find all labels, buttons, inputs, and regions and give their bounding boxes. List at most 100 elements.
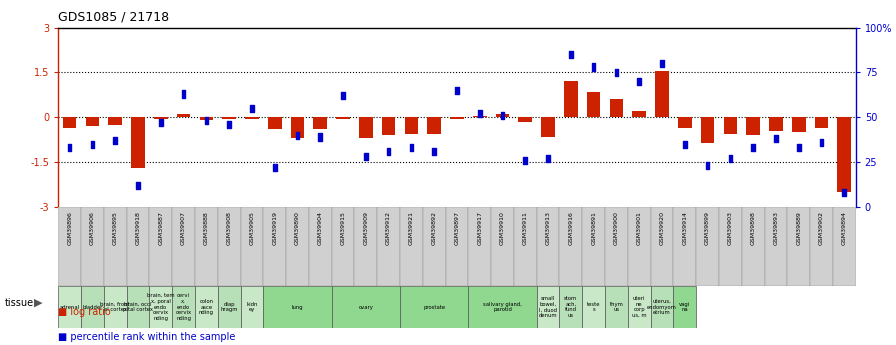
- Text: uteri
ne
corp
us, m: uteri ne corp us, m: [632, 296, 647, 318]
- Bar: [628, 207, 650, 286]
- Text: GSM39905: GSM39905: [249, 211, 254, 245]
- Text: GSM39899: GSM39899: [705, 211, 711, 245]
- Bar: [696, 207, 719, 286]
- Bar: [541, 117, 555, 137]
- Bar: [58, 207, 81, 286]
- Text: GSM39921: GSM39921: [409, 211, 414, 245]
- Text: GSM39892: GSM39892: [432, 211, 436, 245]
- Bar: [674, 207, 696, 286]
- Text: brain, tem
x, poral
endo
cervix
nding: brain, tem x, poral endo cervix nding: [147, 293, 175, 321]
- Text: GSM39901: GSM39901: [637, 211, 642, 245]
- Bar: [177, 114, 190, 117]
- Text: GSM39917: GSM39917: [478, 211, 482, 245]
- Text: GSM39915: GSM39915: [340, 211, 346, 245]
- Bar: [246, 117, 259, 119]
- Bar: [469, 207, 491, 286]
- Bar: [104, 286, 126, 328]
- Text: GSM39909: GSM39909: [363, 211, 368, 245]
- Text: GDS1085 / 21718: GDS1085 / 21718: [58, 10, 169, 23]
- Text: cervi
x,
endo
cervix
nding: cervi x, endo cervix nding: [176, 293, 192, 321]
- Bar: [810, 207, 833, 286]
- Bar: [81, 207, 104, 286]
- Text: GSM39919: GSM39919: [272, 211, 277, 245]
- Text: GSM39897: GSM39897: [454, 211, 460, 245]
- Text: GSM39910: GSM39910: [500, 211, 505, 245]
- Text: thym
us: thym us: [609, 302, 624, 313]
- Bar: [359, 117, 373, 138]
- Bar: [400, 286, 469, 328]
- Bar: [126, 207, 150, 286]
- Bar: [519, 117, 532, 122]
- Bar: [332, 207, 355, 286]
- Text: GSM39914: GSM39914: [682, 211, 687, 245]
- Bar: [150, 207, 172, 286]
- Bar: [537, 207, 559, 286]
- Text: tissue: tissue: [4, 298, 34, 308]
- Text: ▶: ▶: [34, 298, 42, 308]
- Text: GSM39908: GSM39908: [227, 211, 232, 245]
- Text: colon
asce
nding: colon asce nding: [199, 299, 214, 315]
- Text: brain, front
al cortex: brain, front al cortex: [100, 302, 130, 313]
- Bar: [172, 286, 195, 328]
- Text: GSM39918: GSM39918: [135, 211, 141, 245]
- Bar: [195, 207, 218, 286]
- Text: GSM39907: GSM39907: [181, 211, 186, 245]
- Text: kidn
ey: kidn ey: [246, 302, 257, 313]
- Text: prostate: prostate: [423, 305, 445, 309]
- Bar: [427, 117, 441, 134]
- Bar: [290, 117, 305, 138]
- Bar: [495, 114, 509, 117]
- Bar: [469, 286, 537, 328]
- Bar: [336, 117, 349, 119]
- Bar: [742, 207, 764, 286]
- Text: ■ log ratio: ■ log ratio: [58, 307, 111, 317]
- Text: diap
hragm: diap hragm: [220, 302, 237, 313]
- Text: GSM39902: GSM39902: [819, 211, 824, 245]
- Bar: [674, 286, 696, 328]
- Bar: [154, 117, 168, 119]
- Bar: [701, 117, 714, 143]
- Text: GSM39913: GSM39913: [546, 211, 551, 245]
- Text: vagi
na: vagi na: [679, 302, 691, 313]
- Bar: [655, 71, 668, 117]
- Text: GSM39920: GSM39920: [659, 211, 665, 245]
- Bar: [263, 207, 286, 286]
- Bar: [514, 207, 537, 286]
- Text: lung: lung: [292, 305, 303, 309]
- Bar: [788, 207, 810, 286]
- Bar: [240, 207, 263, 286]
- Bar: [131, 117, 145, 168]
- Text: uterus,
endomyom
etrium: uterus, endomyom etrium: [647, 299, 677, 315]
- Text: GSM39888: GSM39888: [203, 211, 209, 245]
- Bar: [382, 117, 395, 135]
- Bar: [450, 117, 464, 119]
- Text: GSM39911: GSM39911: [522, 211, 528, 245]
- Bar: [172, 207, 195, 286]
- Text: GSM39893: GSM39893: [773, 211, 779, 245]
- Text: brain, occi
pital cortex: brain, occi pital cortex: [123, 302, 153, 313]
- Bar: [263, 286, 332, 328]
- Text: GSM39896: GSM39896: [67, 211, 73, 245]
- Bar: [582, 286, 605, 328]
- Bar: [240, 286, 263, 328]
- Bar: [63, 117, 76, 128]
- Bar: [609, 99, 624, 117]
- Bar: [400, 207, 423, 286]
- Text: GSM39912: GSM39912: [386, 211, 392, 245]
- Text: GSM39916: GSM39916: [568, 211, 573, 245]
- Text: GSM39898: GSM39898: [751, 211, 755, 245]
- Bar: [746, 117, 760, 135]
- Text: GSM39904: GSM39904: [318, 211, 323, 245]
- Bar: [309, 207, 332, 286]
- Text: ovary: ovary: [358, 305, 374, 309]
- Text: GSM39891: GSM39891: [591, 211, 596, 245]
- Text: teste
s: teste s: [587, 302, 600, 313]
- Bar: [445, 207, 469, 286]
- Text: ■ percentile rank within the sample: ■ percentile rank within the sample: [58, 332, 236, 342]
- Bar: [564, 81, 578, 117]
- Bar: [423, 207, 445, 286]
- Bar: [355, 207, 377, 286]
- Bar: [628, 286, 650, 328]
- Bar: [650, 207, 674, 286]
- Text: GSM39895: GSM39895: [113, 211, 117, 245]
